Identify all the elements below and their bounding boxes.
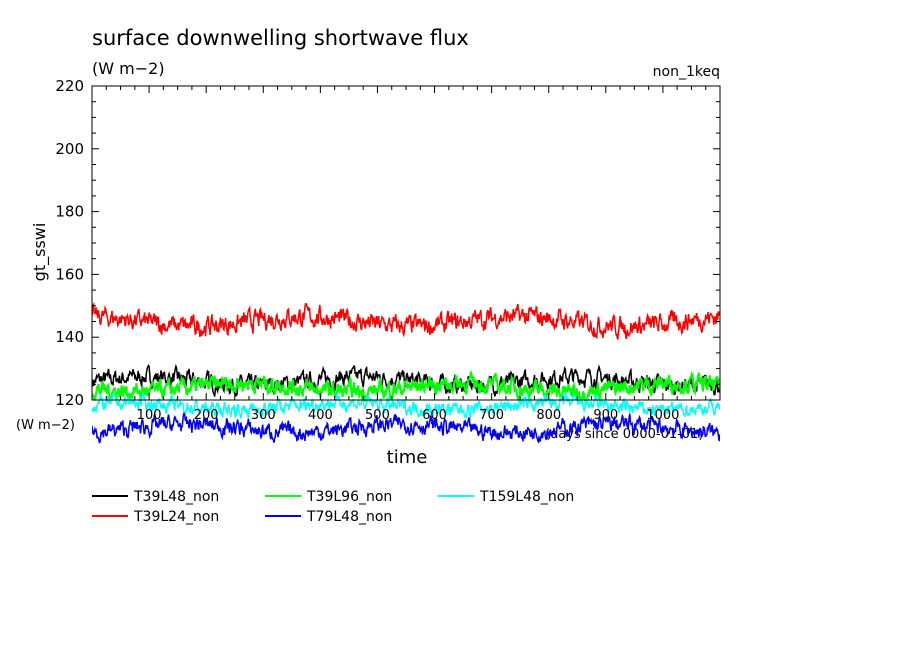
y-tick-label: 220 — [55, 77, 84, 95]
x-tick-label: 500 — [365, 408, 390, 423]
series-line-T39L24_non — [92, 302, 720, 340]
plot-area: 120 140 160 180 200 220 100 200 300 400 500 600 700 8… — [55, 77, 721, 444]
legend-label: T39L48_non — [133, 489, 219, 505]
legend-label: T39L96_non — [306, 489, 392, 505]
x-tick-label: 1000 — [646, 408, 679, 423]
y-axis-label: gt_sswi — [30, 223, 50, 282]
chart-title: surface downwelling shortwave flux — [92, 26, 469, 50]
series-line-T79L48_non — [92, 411, 720, 444]
x-tick-label: 600 — [422, 408, 447, 423]
x-tick-label: 400 — [308, 408, 333, 423]
y-tick-label: 200 — [55, 140, 84, 158]
y-tick-label: 160 — [55, 265, 84, 283]
x-axis-label: time — [387, 447, 428, 468]
x-tick-label: 200 — [194, 408, 219, 423]
legend: T39L48_non T39L24_non T39L96_non T79L48_non… — [92, 489, 574, 525]
legend-label: T159L48_non — [479, 489, 574, 505]
x-tick-label: 700 — [479, 408, 504, 423]
x-tick-label: 100 — [137, 408, 162, 423]
legend-label: T79L48_non — [306, 509, 392, 525]
y-tick-label: 180 — [55, 203, 84, 221]
x-tick-label: 800 — [536, 408, 561, 423]
plot-frame — [91, 85, 721, 401]
y-tick-label: 120 — [55, 391, 84, 409]
series-line-T159L48_non — [92, 390, 720, 420]
series-line-T39L96_non — [92, 370, 720, 404]
y-tick-label: 140 — [55, 328, 84, 346]
y-axis-units-note: (W m−2) — [16, 418, 75, 433]
series-line-T39L48_non — [92, 363, 720, 397]
legend-label: T39L24_non — [133, 509, 219, 525]
x-tick-label: 900 — [593, 408, 618, 423]
experiment-label: non_1keq — [653, 64, 720, 80]
x-tick-label: 300 — [251, 408, 276, 423]
chart-units: (W m−2) — [92, 59, 165, 78]
